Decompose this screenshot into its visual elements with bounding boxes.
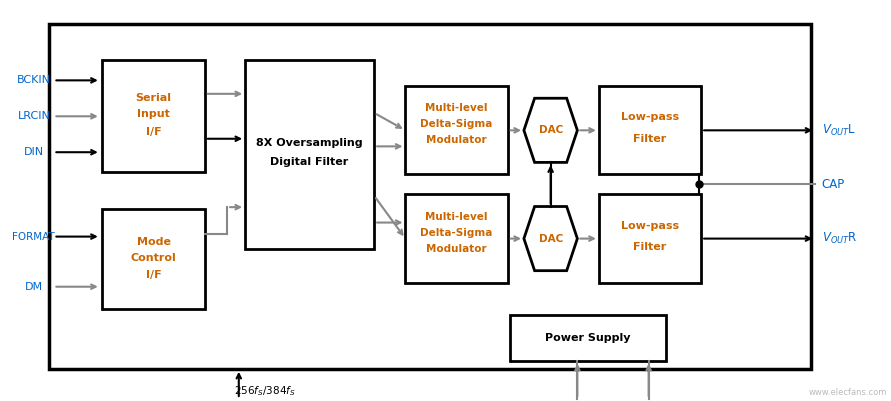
Text: Serial: Serial: [135, 93, 172, 103]
Bar: [405, 194, 508, 283]
Bar: [102, 209, 205, 309]
Polygon shape: [524, 207, 577, 271]
Text: FORMAT: FORMAT: [12, 232, 55, 241]
Text: DAC: DAC: [538, 126, 563, 135]
Text: DIN: DIN: [24, 147, 44, 157]
Text: Low-pass: Low-pass: [621, 113, 679, 122]
Text: Digital Filter: Digital Filter: [271, 157, 348, 166]
Text: Delta-Sigma: Delta-Sigma: [421, 119, 493, 129]
Text: Control: Control: [131, 253, 176, 263]
Text: Modulator: Modulator: [426, 136, 487, 145]
Text: Filter: Filter: [634, 243, 666, 252]
Bar: [405, 86, 508, 174]
Text: $V_{OUT}$R: $V_{OUT}$R: [822, 231, 857, 246]
Text: Filter: Filter: [634, 134, 666, 144]
Text: www.elecfans.com: www.elecfans.com: [808, 388, 887, 397]
Bar: [49, 24, 811, 369]
Bar: [102, 60, 205, 172]
Text: CAP: CAP: [822, 178, 845, 191]
Text: DAC: DAC: [538, 234, 563, 243]
Text: BCKIN: BCKIN: [17, 75, 51, 85]
Text: Multi-level: Multi-level: [425, 212, 488, 221]
Text: 8X Oversampling: 8X Oversampling: [257, 138, 363, 148]
Text: Delta-Sigma: Delta-Sigma: [421, 228, 493, 237]
Text: Mode: Mode: [136, 237, 171, 247]
Text: Multi-level: Multi-level: [425, 103, 488, 113]
Bar: [599, 86, 701, 174]
Text: LRCIN: LRCIN: [18, 111, 50, 121]
Text: Low-pass: Low-pass: [621, 221, 679, 231]
Text: Modulator: Modulator: [426, 244, 487, 253]
Bar: [245, 60, 374, 249]
Text: $V_{OUT}$L: $V_{OUT}$L: [822, 123, 856, 138]
Text: Input: Input: [137, 109, 170, 119]
Polygon shape: [524, 98, 577, 162]
Text: Power Supply: Power Supply: [545, 333, 630, 343]
Text: I/F: I/F: [146, 270, 161, 279]
Bar: [510, 315, 666, 361]
Text: I/F: I/F: [146, 128, 161, 137]
Bar: [599, 194, 701, 283]
Text: $256f_S/384f_S$: $256f_S/384f_S$: [234, 384, 296, 398]
Text: DM: DM: [25, 282, 43, 292]
